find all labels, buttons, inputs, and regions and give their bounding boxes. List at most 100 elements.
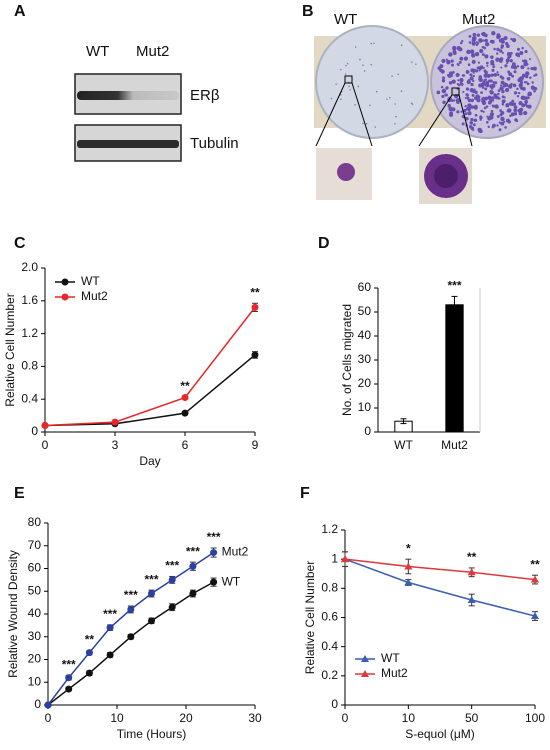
colony (524, 49, 528, 54)
colony (493, 47, 496, 51)
marker (181, 409, 189, 417)
colony (480, 109, 484, 113)
colony (460, 110, 463, 113)
colony (362, 64, 364, 66)
colony (472, 32, 477, 37)
colony (441, 94, 445, 99)
colony (482, 110, 485, 113)
colony (521, 59, 524, 62)
colony (441, 78, 446, 83)
marker (148, 590, 155, 598)
colony (510, 65, 515, 69)
colony (516, 65, 520, 68)
colony (484, 96, 488, 101)
colony (523, 59, 528, 64)
colony (450, 74, 453, 78)
colony (461, 122, 465, 126)
marker (531, 575, 539, 583)
colony (472, 129, 475, 132)
zoom-box (451, 87, 460, 96)
colony (511, 74, 515, 78)
colony (376, 90, 378, 93)
colony (527, 104, 532, 109)
colony (509, 59, 513, 63)
colony (370, 63, 372, 66)
colony (459, 56, 464, 61)
y-axis-label: Relative Cell Number (3, 293, 17, 406)
colony (490, 83, 496, 89)
colony (482, 66, 485, 69)
marker (404, 578, 413, 586)
colony (513, 70, 517, 74)
colony (394, 103, 397, 105)
x-tick-label: 6 (182, 438, 189, 452)
marker (127, 633, 135, 641)
colony (354, 46, 357, 48)
marker (85, 649, 93, 657)
y-tick-label: 40 (358, 328, 372, 342)
colony (362, 122, 364, 125)
legend-label: WT (381, 651, 400, 665)
colony (490, 109, 494, 113)
colony (467, 98, 472, 103)
colony (524, 103, 528, 106)
colony (494, 104, 499, 109)
colony (497, 89, 501, 93)
colony (348, 85, 350, 88)
colony (524, 99, 529, 104)
colony (467, 79, 471, 82)
colony (501, 76, 505, 80)
colony (491, 99, 495, 102)
colony (474, 104, 478, 109)
panel-label: A (14, 3, 26, 20)
colony (481, 86, 485, 89)
colony (511, 37, 517, 43)
colony (470, 68, 475, 73)
colony (506, 61, 509, 65)
colony (478, 75, 483, 79)
colony (445, 93, 448, 97)
x-tick-label: WT (394, 438, 413, 452)
colony (509, 114, 512, 118)
colony (500, 66, 503, 69)
colony (440, 85, 444, 89)
colony (533, 89, 536, 93)
colony (458, 61, 462, 64)
colony (448, 52, 453, 57)
colony (513, 91, 518, 95)
colony (469, 121, 474, 125)
colony (530, 66, 534, 71)
colony (442, 101, 445, 104)
x-tick-label: 9 (252, 438, 259, 452)
colony (500, 116, 505, 122)
colony (510, 112, 515, 117)
colony (448, 106, 453, 112)
colony (513, 105, 518, 109)
colony (491, 31, 496, 36)
colony (472, 38, 475, 42)
x-tick-label: 20 (179, 711, 193, 725)
colony (515, 52, 520, 57)
colony (497, 92, 500, 96)
colony (499, 84, 502, 87)
colony (481, 99, 486, 104)
colony (369, 104, 371, 107)
colony (337, 163, 355, 181)
colony (525, 75, 529, 79)
colony (494, 81, 498, 85)
colony (467, 111, 472, 116)
colony (457, 48, 460, 51)
annotation: *** (207, 530, 221, 544)
colony (468, 34, 472, 38)
colony (484, 38, 488, 43)
colony (394, 123, 396, 125)
colony (465, 93, 469, 96)
marker (168, 603, 176, 611)
colony (411, 61, 413, 63)
marker (168, 576, 176, 584)
colony (508, 72, 513, 77)
zoom-box (344, 75, 353, 84)
colony (476, 33, 481, 37)
colony (330, 97, 333, 100)
